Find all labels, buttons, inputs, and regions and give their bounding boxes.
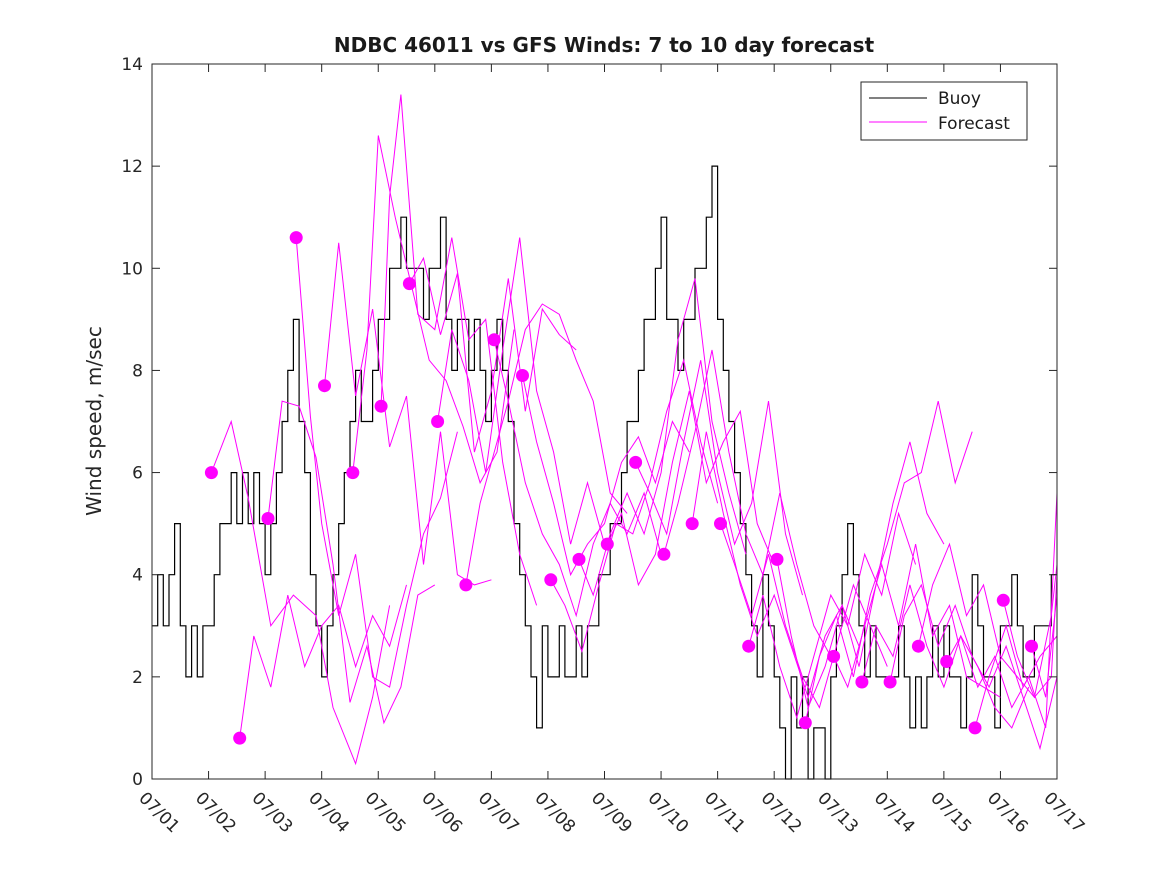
x-tick-label: 07/04 bbox=[304, 788, 353, 837]
forecast-series-line-14 bbox=[578, 278, 747, 597]
forecast-start-point-2 bbox=[233, 731, 247, 745]
forecast-start-point-26 bbox=[911, 639, 925, 653]
x-tick-label: 07/15 bbox=[926, 788, 975, 837]
forecast-series-line-26 bbox=[917, 542, 1058, 699]
legend: Buoy Forecast bbox=[860, 81, 1028, 141]
forecast-series-line-15 bbox=[606, 390, 775, 587]
forecast-series-line-21 bbox=[776, 441, 945, 710]
forecast-start-point-12 bbox=[516, 369, 529, 382]
forecast-start-point-8 bbox=[402, 277, 416, 291]
x-tick-label: 07/05 bbox=[361, 788, 410, 837]
forecast-start-point-13 bbox=[544, 573, 558, 587]
forecast-series-line-17 bbox=[663, 349, 832, 657]
forecast-start-point-22 bbox=[798, 716, 812, 730]
forecast-series-line-2 bbox=[239, 584, 407, 739]
forecast-series-line-5 bbox=[324, 242, 492, 586]
forecast-start-point-15 bbox=[600, 537, 614, 551]
forecast-start-point-20 bbox=[742, 639, 756, 653]
forecast-series-line-20 bbox=[748, 511, 917, 720]
forecast-start-point-16 bbox=[629, 455, 643, 469]
x-tick-label: 07/02 bbox=[191, 788, 240, 837]
x-tick-label: 07/12 bbox=[757, 788, 806, 837]
forecast-start-point-19 bbox=[714, 517, 727, 531]
y-tick-label: 0 bbox=[132, 770, 143, 790]
forecast-series-line-22 bbox=[804, 400, 973, 723]
y-tick-label: 8 bbox=[132, 361, 143, 381]
x-tick-label: 07/01 bbox=[134, 788, 183, 837]
x-tick-label: 07/08 bbox=[530, 788, 579, 837]
forecast-start-point-6 bbox=[346, 466, 360, 480]
forecast-series-line-11 bbox=[493, 339, 662, 618]
legend-forecast-label: Forecast bbox=[938, 114, 1010, 134]
forecast-series-line-1 bbox=[210, 419, 391, 766]
forecast-series-line-7 bbox=[380, 94, 538, 606]
forecast-series-line-12 bbox=[522, 375, 690, 577]
legend-box bbox=[860, 81, 1028, 141]
forecast-start-point-21 bbox=[770, 552, 784, 566]
forecast-start-point-30 bbox=[1025, 639, 1038, 653]
forecast-series-line-4 bbox=[295, 237, 458, 688]
y-tick-label: 10 bbox=[121, 259, 143, 279]
x-tick-label: 07/03 bbox=[248, 788, 297, 837]
y-tick-label: 14 bbox=[121, 55, 143, 75]
forecast-series-line-18 bbox=[691, 431, 860, 700]
forecast-series-line-25 bbox=[889, 583, 1058, 751]
forecast-series-line-28 bbox=[974, 624, 1058, 729]
forecast-series-line-19 bbox=[720, 523, 888, 709]
forecast-series-line-10 bbox=[465, 303, 628, 585]
forecast-series-line-23 bbox=[833, 543, 1001, 698]
x-tick-label: 07/09 bbox=[587, 788, 636, 837]
forecast-start-point-29 bbox=[996, 593, 1010, 607]
x-tick-label: 07/06 bbox=[417, 788, 466, 837]
forecast-start-point-27 bbox=[940, 655, 954, 668]
forecast-start-point-18 bbox=[685, 517, 699, 531]
forecast-start-point-24 bbox=[855, 675, 869, 689]
legend-buoy-label: Buoy bbox=[938, 89, 981, 109]
forecast-start-point-25 bbox=[883, 675, 897, 689]
forecast-start-point-3 bbox=[261, 512, 275, 525]
y-tick-label: 6 bbox=[132, 464, 143, 484]
forecast-start-point-1 bbox=[204, 466, 218, 480]
forecast-series-line-3 bbox=[267, 400, 436, 725]
x-tick-label: 07/11 bbox=[700, 788, 749, 837]
forecast-series-line-13 bbox=[550, 358, 719, 653]
forecast-start-point-11 bbox=[487, 333, 501, 347]
forecast-start-point-9 bbox=[431, 415, 445, 428]
forecast-start-point-17 bbox=[657, 547, 671, 561]
forecast-series-line-24 bbox=[861, 584, 1030, 729]
forecast-series-line-29 bbox=[1002, 574, 1058, 699]
forecast-series-line-30 bbox=[1031, 595, 1058, 698]
chart-title: NDBC 46011 vs GFS Winds: 7 to 10 day for… bbox=[334, 33, 875, 57]
forecast-start-point-5 bbox=[318, 379, 331, 393]
x-tick-label: 07/10 bbox=[644, 788, 693, 837]
x-tick-label: 07/07 bbox=[474, 788, 523, 837]
forecast-start-point-14 bbox=[572, 552, 586, 566]
y-tick-label: 4 bbox=[132, 566, 143, 586]
y-axis-label: Wind speed, m/sec bbox=[82, 326, 106, 516]
x-tick-label: 07/14 bbox=[870, 788, 919, 837]
x-tick-label: 07/16 bbox=[983, 788, 1032, 837]
x-tick-label: 07/17 bbox=[1039, 788, 1088, 837]
x-tick-label: 07/13 bbox=[813, 788, 862, 837]
forecast-start-point-7 bbox=[374, 399, 388, 413]
forecast-start-point-23 bbox=[827, 649, 841, 663]
forecast-start-point-10 bbox=[459, 578, 473, 592]
forecast-series-line-16 bbox=[635, 360, 803, 596]
y-tick-label: 12 bbox=[121, 157, 143, 177]
forecast-series-line-8 bbox=[408, 256, 577, 453]
forecast-series-line-9 bbox=[437, 237, 605, 545]
forecast-series-line-6 bbox=[352, 135, 515, 485]
forecast-start-point-4 bbox=[289, 231, 303, 245]
forecast-start-point-28 bbox=[968, 721, 982, 735]
forecast-series-line-27 bbox=[946, 492, 1058, 729]
y-tick-label: 2 bbox=[132, 668, 143, 688]
